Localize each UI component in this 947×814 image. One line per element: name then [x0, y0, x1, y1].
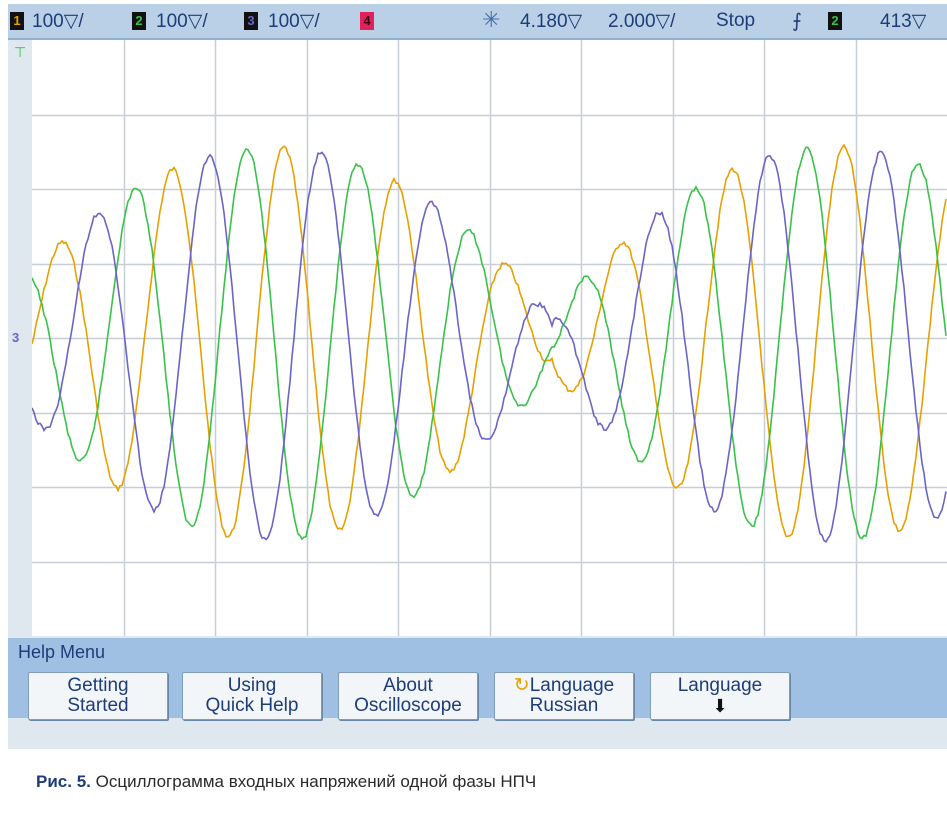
refresh-icon: ↻ [513, 675, 530, 696]
using-quick-help-button[interactable]: Using Quick Help [182, 672, 322, 720]
trace-channel-3 [32, 150, 947, 543]
channel-2-scale[interactable]: 100▽/ [156, 11, 208, 32]
waveform-display[interactable] [32, 40, 947, 636]
channel-2-badge[interactable]: 2 [132, 12, 146, 30]
softkey-line: Using [227, 675, 277, 696]
softkey-line: Language [677, 675, 763, 696]
softkey-line-with-icon: ↻Language [495, 676, 633, 696]
channel-1-scale[interactable]: 100▽/ [32, 11, 84, 32]
softkey-line: Russian [529, 695, 599, 716]
about-oscilloscope-button[interactable]: About Oscilloscope [338, 672, 478, 720]
time-delay[interactable]: 4.180▽ [520, 11, 583, 32]
softkey-line: About [383, 675, 433, 696]
softkey-line: Language [529, 675, 615, 696]
caption-label: Рис. 5. [36, 772, 91, 791]
trigger-level[interactable]: 413▽ [880, 11, 927, 32]
language-menu-button[interactable]: Language ⬇ [650, 672, 790, 720]
intensity-icon[interactable]: ✳ [482, 7, 501, 32]
channel-1-badge[interactable]: 1 [10, 12, 24, 30]
trace-channel-2 [32, 146, 947, 541]
language-russian-button[interactable]: ↻Language Russian [494, 672, 634, 720]
trace-channel-1 [32, 143, 947, 538]
arrow-down-icon: ⬇ [712, 696, 728, 716]
trigger-slope-icon[interactable]: ⨍ [792, 11, 802, 32]
time-scale[interactable]: 2.000▽/ [608, 11, 676, 32]
graticule [32, 40, 947, 636]
run-state[interactable]: Stop [716, 10, 756, 31]
trigger-source-badge[interactable]: 2 [828, 12, 842, 30]
caption-text: Осциллограмма входных напряжений одной ф… [95, 772, 537, 791]
help-menu-header: Help Menu [8, 638, 947, 666]
channel-3-badge[interactable]: 3 [244, 12, 258, 30]
channel-4-badge[interactable]: 4 [360, 12, 374, 30]
ground-reference-marker[interactable]: 3 [12, 330, 20, 345]
getting-started-button[interactable]: Getting Started [28, 672, 168, 720]
figure-caption: Рис. 5. Осциллограмма входных напряжений… [36, 772, 536, 792]
softkey-line: Getting [67, 675, 129, 696]
status-bar: 1 100▽/ 2 100▽/ 3 100▽/ 4 ✳ 4.180▽ 2.000… [8, 4, 947, 40]
softkey-line: Quick Help [205, 695, 299, 716]
softkey-bar: Getting Started Using Quick Help About O… [8, 666, 947, 720]
help-menu-title: Help Menu [18, 642, 106, 662]
softkey-line: Oscilloscope [354, 695, 462, 716]
channel-3-scale[interactable]: 100▽/ [268, 11, 320, 32]
softkey-line: Started [67, 695, 129, 716]
trigger-level-icon[interactable]: ⊤ [14, 44, 27, 60]
oscilloscope-screen: 1 100▽/ 2 100▽/ 3 100▽/ 4 ✳ 4.180▽ 2.000… [8, 4, 947, 749]
